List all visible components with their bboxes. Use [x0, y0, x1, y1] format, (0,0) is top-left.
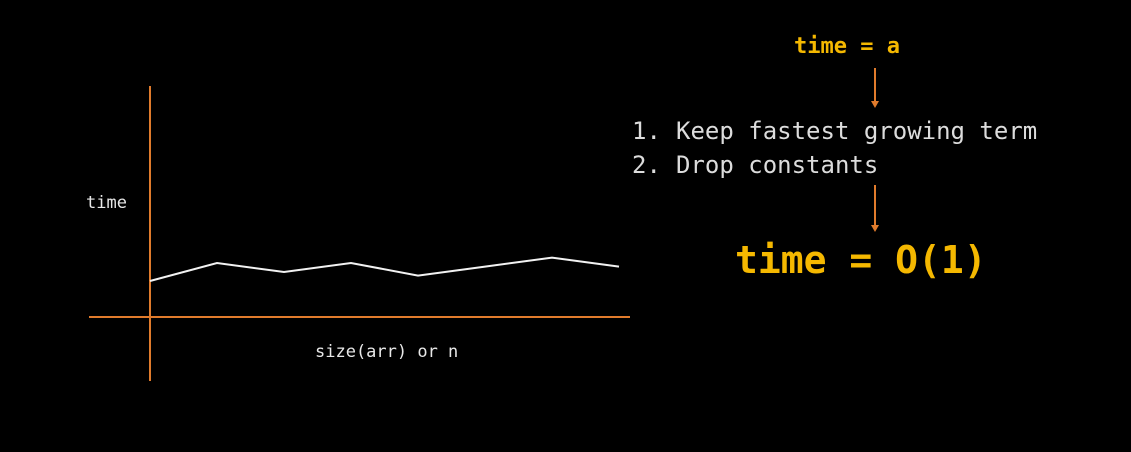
simplification-steps: 1. Keep fastest growing term 2. Drop const… [632, 114, 1037, 182]
x-axis-label: size(arr) or n [315, 342, 459, 362]
arrow-down-2-head [871, 225, 879, 232]
constant-time-curve [149, 256, 620, 282]
arrow-down-1-head [871, 101, 879, 108]
step-item: 1. Keep fastest growing term [632, 114, 1037, 148]
step-number: 2. [632, 151, 661, 179]
formula-time-equals-a: time = a [794, 34, 900, 59]
step-number: 1. [632, 117, 661, 145]
formula-big-o-result: time = O(1) [735, 238, 987, 282]
step-text: Keep fastest growing term [676, 117, 1038, 145]
step-text: Drop constants [676, 151, 879, 179]
step-item: 2. Drop constants [632, 148, 1037, 182]
y-axis-label: time [86, 193, 127, 213]
